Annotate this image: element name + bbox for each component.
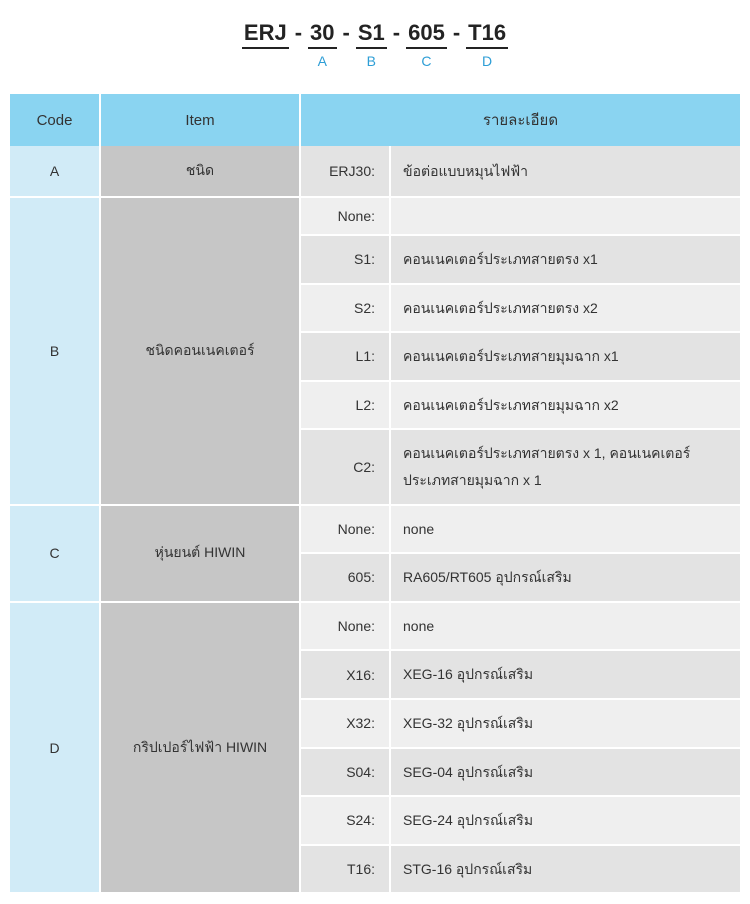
detail-key: X32:	[300, 699, 390, 748]
detail-desc: คอนเนคเตอร์ประเภทสายมุมฉาก x1	[390, 332, 740, 381]
detail-desc	[390, 197, 740, 235]
detail-key: ERJ30:	[300, 146, 390, 197]
item-cell: ชนิดคอนเนคเตอร์	[100, 197, 300, 505]
detail-key: None:	[300, 505, 390, 554]
detail-desc: คอนเนคเตอร์ประเภทสายตรง x 1, คอนเนคเตอร์…	[390, 429, 740, 504]
partcode-sub: A	[308, 53, 336, 69]
detail-desc: XEG-32 อุปกรณ์เสริม	[390, 699, 740, 748]
partcode-segment: 605 C	[406, 20, 447, 69]
detail-key: S24:	[300, 796, 390, 845]
detail-desc: คอนเนคเตอร์ประเภทสายมุมฉาก x2	[390, 381, 740, 430]
detail-desc: none	[390, 505, 740, 554]
detail-key: S04:	[300, 748, 390, 797]
partcode-sub: C	[406, 53, 447, 69]
partcode-segment: S1 B	[356, 20, 387, 69]
detail-desc: ข้อต่อแบบหมุนไฟฟ้า	[390, 146, 740, 197]
partcode-sub: D	[466, 53, 508, 69]
detail-key: T16:	[300, 845, 390, 894]
detail-desc: SEG-04 อุปกรณ์เสริม	[390, 748, 740, 797]
partcode-main: 30	[308, 20, 336, 49]
table-row: Bชนิดคอนเนคเตอร์None:	[10, 197, 740, 235]
detail-key: S1:	[300, 235, 390, 284]
item-cell: ชนิด	[100, 146, 300, 197]
partcode-main: ERJ	[242, 20, 289, 49]
partcode-dash: -	[387, 20, 406, 46]
detail-key: S2:	[300, 284, 390, 333]
spec-table: Code Item รายละเอียด AชนิดERJ30:ข้อต่อแบ…	[10, 94, 740, 894]
header-detail: รายละเอียด	[300, 94, 740, 146]
detail-key: 605:	[300, 553, 390, 602]
table-header-row: Code Item รายละเอียด	[10, 94, 740, 146]
code-cell: B	[10, 197, 100, 505]
detail-key: None:	[300, 602, 390, 651]
code-cell: C	[10, 505, 100, 602]
part-code-display: ERJ -30A-S1B-605C-T16D	[10, 20, 740, 69]
table-row: Cหุ่นยนต์ HIWINNone:none	[10, 505, 740, 554]
code-cell: A	[10, 146, 100, 197]
partcode-dash: -	[447, 20, 466, 46]
detail-key: None:	[300, 197, 390, 235]
partcode-dash: -	[337, 20, 356, 46]
detail-key: C2:	[300, 429, 390, 504]
detail-desc: SEG-24 อุปกรณ์เสริม	[390, 796, 740, 845]
detail-desc: none	[390, 602, 740, 651]
detail-key: L1:	[300, 332, 390, 381]
detail-desc: RA605/RT605 อุปกรณ์เสริม	[390, 553, 740, 602]
detail-desc: คอนเนคเตอร์ประเภทสายตรง x1	[390, 235, 740, 284]
header-item: Item	[100, 94, 300, 146]
detail-desc: STG-16 อุปกรณ์เสริม	[390, 845, 740, 894]
partcode-segment: T16 D	[466, 20, 508, 69]
partcode-main: T16	[466, 20, 508, 49]
item-cell: กริปเปอร์ไฟฟ้า HIWIN	[100, 602, 300, 894]
partcode-main: S1	[356, 20, 387, 49]
code-cell: D	[10, 602, 100, 894]
partcode-main: 605	[406, 20, 447, 49]
detail-desc: คอนเนคเตอร์ประเภทสายตรง x2	[390, 284, 740, 333]
partcode-segment: 30 A	[308, 20, 336, 69]
table-row: Dกริปเปอร์ไฟฟ้า HIWINNone:none	[10, 602, 740, 651]
partcode-dash: -	[289, 20, 308, 46]
partcode-segment: ERJ	[242, 20, 289, 69]
detail-key: L2:	[300, 381, 390, 430]
table-row: AชนิดERJ30:ข้อต่อแบบหมุนไฟฟ้า	[10, 146, 740, 197]
partcode-sub: B	[356, 53, 387, 69]
header-code: Code	[10, 94, 100, 146]
item-cell: หุ่นยนต์ HIWIN	[100, 505, 300, 602]
